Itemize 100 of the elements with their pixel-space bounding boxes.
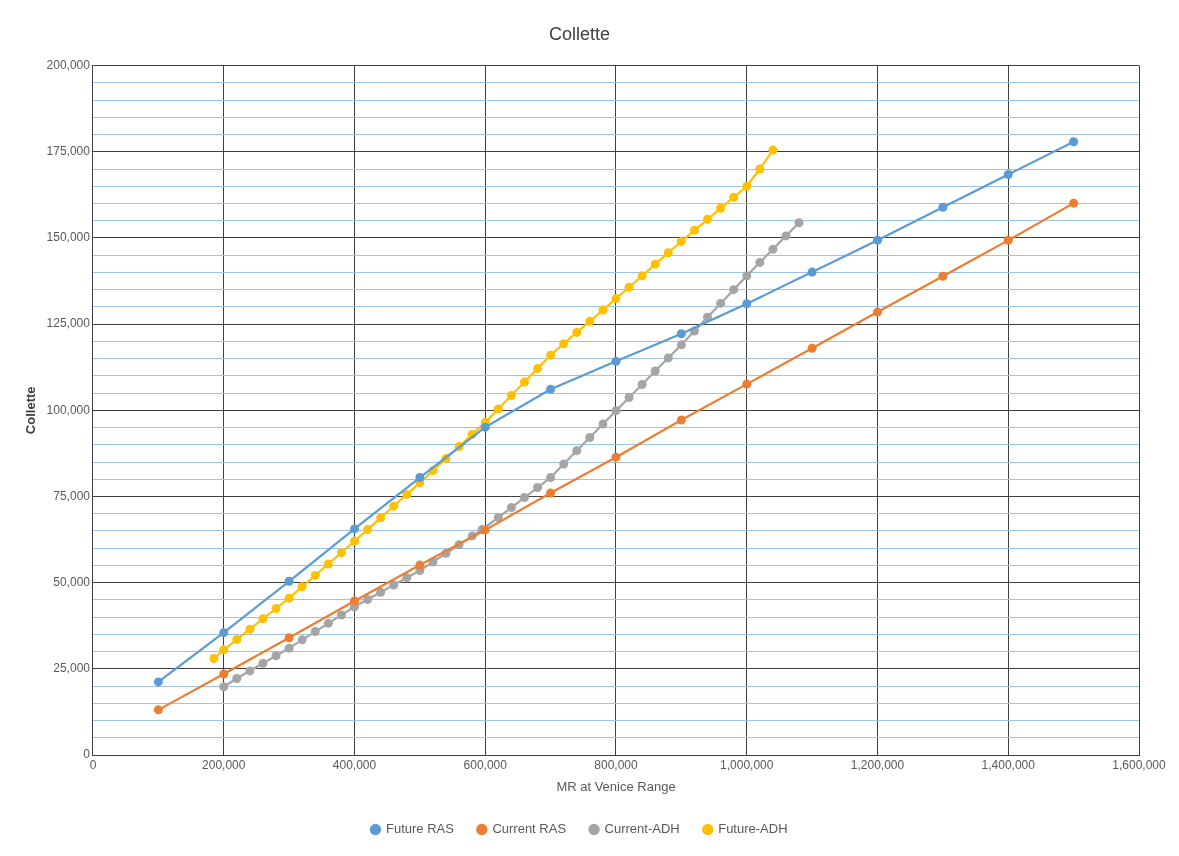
x-tick-label: 600,000 [463,757,508,772]
x-tick-label: 200,000 [202,757,246,772]
point [1069,198,1079,208]
point [219,645,229,655]
point [650,366,660,376]
point [1069,137,1079,147]
point [676,236,686,246]
point [480,422,490,432]
point [310,627,320,637]
legend-label: Future-ADH [718,821,788,837]
point [533,364,543,374]
point [703,214,713,224]
point [742,299,752,309]
point [794,218,804,228]
point [284,576,294,586]
point [637,379,647,389]
point [258,658,268,668]
point [611,406,621,416]
point [559,339,569,349]
point [297,582,307,592]
point [336,548,346,558]
point [389,501,399,511]
chart-title: Collette [548,23,611,44]
point [402,573,412,583]
point [546,350,556,360]
point [598,419,608,429]
point [637,271,647,281]
point [493,513,503,522]
y-tick-label: 50,000 [53,574,91,589]
point [872,235,882,245]
point [755,257,765,267]
point [258,614,268,624]
point [1003,170,1013,180]
point [729,285,739,295]
point [297,635,307,645]
point [676,415,686,425]
point [209,653,219,663]
y-tick-label: 200,000 [46,57,91,72]
point [493,404,503,414]
point [232,635,242,645]
point [402,489,412,499]
point [716,203,726,213]
point [546,473,556,483]
point [219,628,229,638]
x-tick-label: 1,000,000 [720,757,774,772]
x-axis-title: MR at Venice Range [556,778,676,794]
point [755,164,765,174]
point [323,559,333,569]
point [938,202,948,212]
x-tick-label: 1,600,000 [1112,757,1167,772]
legend-label: Current RAS [492,821,567,837]
point [572,327,582,337]
point [650,259,660,269]
point [663,248,673,258]
point [284,643,294,653]
point [742,181,752,191]
point [219,669,229,679]
point [271,651,281,661]
point [245,624,255,634]
y-tick-label: 75,000 [53,488,91,503]
legend-label: Current-ADH [604,821,680,837]
point [768,244,778,254]
point [611,452,621,462]
point [572,446,582,456]
x-tick-label: 1,400,000 [981,757,1036,772]
point [611,294,621,304]
point [349,596,359,606]
point [415,473,425,483]
point [284,633,294,643]
x-tick-label: 800,000 [594,757,638,772]
point [376,513,386,523]
y-tick-label: 175,000 [46,144,91,159]
point [310,570,320,580]
point [729,192,739,202]
point [781,231,791,241]
point [519,377,529,387]
point [389,580,399,590]
point [807,343,817,353]
point [716,298,726,308]
point [938,271,948,281]
point [349,524,359,534]
point [153,677,163,687]
point [153,705,163,715]
point [376,587,386,597]
point [323,618,333,628]
point [624,393,634,403]
point [519,493,529,503]
point [624,282,634,292]
y-tick-label: 0 [83,747,91,762]
point [559,459,569,469]
point [245,666,255,676]
point [676,340,686,350]
point [506,390,516,400]
point [546,384,556,394]
y-tick-label: 25,000 [53,661,91,676]
x-tick-label: 1,200,000 [850,757,905,772]
point [232,673,242,683]
point [585,316,595,326]
point [598,305,608,315]
legend-label: Future RAS [385,821,455,837]
